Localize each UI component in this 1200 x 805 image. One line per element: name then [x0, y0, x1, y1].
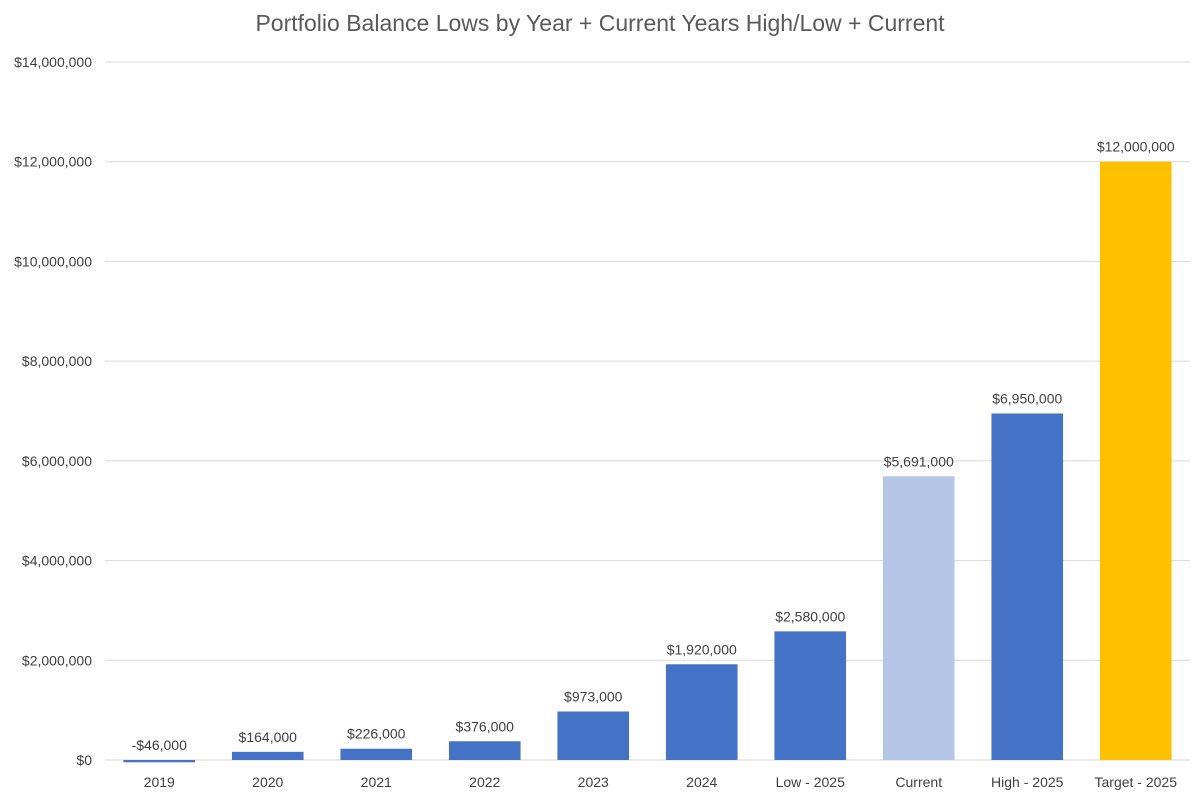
data-label: -$46,000: [132, 737, 187, 753]
x-tick-label: Low - 2025: [776, 774, 845, 790]
bar: [665, 664, 738, 760]
bar: [991, 413, 1064, 760]
data-label: $376,000: [456, 718, 515, 734]
x-tick-label: Current: [895, 774, 942, 790]
y-tick-label: $2,000,000: [22, 652, 92, 668]
x-tick-label: High - 2025: [991, 774, 1064, 790]
y-tick-label: $8,000,000: [22, 353, 92, 369]
x-tick-label: 2022: [469, 774, 500, 790]
y-tick-label: $0: [76, 752, 92, 768]
y-tick-label: $10,000,000: [14, 253, 92, 269]
bar: [340, 748, 413, 760]
x-tick-label: 2024: [686, 774, 717, 790]
x-tick-label: 2020: [252, 774, 283, 790]
bar: [882, 476, 955, 760]
data-label: $164,000: [239, 729, 298, 745]
x-tick-label: Target - 2025: [1095, 774, 1178, 790]
bar: [123, 760, 196, 763]
y-tick-label: $4,000,000: [22, 553, 92, 569]
bar: [1099, 161, 1172, 760]
data-label: $6,950,000: [992, 390, 1062, 406]
y-tick-label: $6,000,000: [22, 453, 92, 469]
data-label: $12,000,000: [1097, 139, 1175, 155]
x-tick-label: 2023: [578, 774, 609, 790]
bar: [231, 751, 304, 760]
bar: [557, 711, 630, 760]
chart-title: Portfolio Balance Lows by Year + Current…: [255, 10, 945, 36]
x-tick-label: 2021: [361, 774, 392, 790]
y-tick-label: $14,000,000: [14, 54, 92, 70]
data-label: $226,000: [347, 726, 406, 742]
data-label: $2,580,000: [775, 608, 845, 624]
data-label: $973,000: [564, 688, 623, 704]
y-tick-label: $12,000,000: [14, 154, 92, 170]
x-tick-label: 2019: [144, 774, 175, 790]
data-label: $1,920,000: [667, 641, 737, 657]
data-label: $5,691,000: [884, 453, 954, 469]
bar: [774, 631, 847, 760]
bar: [448, 741, 521, 760]
